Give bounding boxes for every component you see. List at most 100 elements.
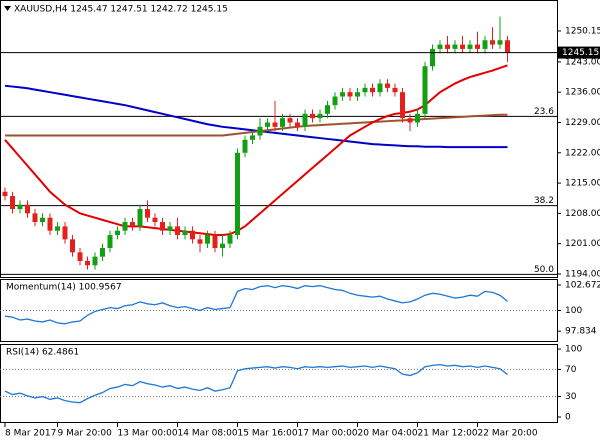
rsi-title: RSI(14) 62.4861 [6, 348, 79, 358]
candle-body [160, 222, 165, 231]
candle-body [332, 96, 338, 106]
candle-body [10, 196, 15, 210]
candle-body [242, 139, 248, 153]
candle-body [2, 191, 8, 197]
candle-body [415, 113, 420, 123]
y-tick-label: 1229.00 [565, 118, 600, 128]
candle-body [62, 226, 68, 240]
candle-body [482, 40, 488, 49]
candle-body [347, 92, 353, 97]
fib-label: 50.0 [534, 265, 554, 275]
candle-body [85, 260, 90, 266]
candle-body [17, 204, 23, 210]
candle-body [475, 44, 480, 49]
candle-body [167, 226, 173, 231]
collapse-icon [4, 6, 11, 11]
candle-body [115, 230, 120, 236]
candle-body [227, 235, 233, 244]
candle-body [460, 44, 465, 49]
candle-body [265, 122, 270, 127]
y-tick-label: 1250.15 [565, 26, 600, 36]
indicator-line [4, 285, 508, 325]
x-tick-label: 22 Mar 20:00 [478, 429, 538, 439]
candle-body [490, 40, 495, 45]
candle-body [467, 44, 473, 49]
candle-body [122, 222, 128, 231]
y-tick-label: 0 [565, 412, 571, 422]
candle-body [295, 122, 300, 127]
candle-body [25, 204, 30, 214]
candle-body [92, 256, 98, 266]
candle-body [280, 118, 285, 127]
candle-body [77, 252, 83, 261]
candle-body [70, 239, 75, 253]
candle-body [422, 66, 428, 114]
candle-body [437, 44, 443, 49]
y-tick-label: 97.834 [565, 327, 597, 337]
rsi-frame [0, 344, 558, 423]
moving-average [5, 113, 508, 137]
y-tick-label: 100 [565, 345, 582, 355]
candle-body [190, 230, 195, 240]
last-price-label: 1245.15 [562, 48, 599, 58]
candle-body [182, 230, 188, 236]
y-tick-label: 30 [565, 392, 577, 402]
x-tick-label: 17 Mar 00:00 [298, 429, 358, 439]
y-tick-label: 1243.00 [565, 57, 600, 67]
candle-body [287, 118, 293, 123]
candle-body [107, 235, 113, 249]
candle-body [340, 92, 345, 97]
main-frame [0, 0, 558, 278]
candle-body [310, 113, 315, 119]
y-tick-label: 100 [565, 306, 582, 316]
candle-body [40, 217, 45, 223]
candle-body [205, 235, 210, 244]
candle-body [257, 126, 263, 136]
candle-body [505, 40, 510, 53]
y-tick-label: 1201.00 [565, 239, 600, 249]
x-tick-label: 21 Mar 12:00 [418, 429, 478, 439]
x-tick-label: 20 Mar 04:00 [358, 429, 418, 439]
x-tick-label: 15 Mar 16:00 [238, 429, 298, 439]
y-tick-label: 1222.00 [565, 148, 600, 158]
candle-body [175, 226, 180, 236]
candle-body [130, 222, 135, 227]
candle-body [407, 118, 413, 123]
candle-body [152, 217, 158, 223]
candle-body [302, 113, 308, 127]
y-tick-label: 1194.00 [565, 269, 600, 279]
candle-body [47, 217, 53, 231]
candle-body [272, 122, 278, 127]
candle-body [317, 113, 323, 119]
candle-body [32, 213, 38, 223]
y-tick-label: 1215.00 [565, 179, 600, 189]
candle-body [497, 40, 503, 45]
indicator-line [4, 363, 508, 404]
chart-title: XAUUSD,H4 1245.47 1247.51 1242.72 1245.1… [14, 5, 228, 15]
last-price-box [558, 46, 600, 59]
candle-body [212, 235, 218, 249]
x-tick-label: 9 Mar 20:00 [58, 429, 113, 439]
candle-body [445, 44, 450, 49]
x-tick-label: 14 Mar 08:00 [178, 429, 238, 439]
candle-body [100, 248, 105, 257]
x-tick-label: 8 Mar 2017 [5, 429, 56, 439]
fib-label: 23.6 [534, 107, 554, 117]
candle-body [377, 83, 383, 93]
candle-body [197, 239, 203, 244]
x-tick-label: 13 Mar 00:00 [118, 429, 178, 439]
candle-body [430, 48, 435, 67]
moving-average [4, 64, 508, 237]
candle-body [370, 87, 375, 93]
candle-body [392, 87, 398, 93]
candle-body [137, 209, 143, 227]
candle-body [220, 243, 225, 249]
candle-body [362, 87, 368, 93]
candle-body [400, 92, 405, 119]
y-tick-label: 1208.00 [565, 209, 600, 219]
candle-body [385, 83, 390, 88]
candle-body [452, 44, 458, 49]
candle-body [235, 152, 240, 236]
candle-body [145, 209, 150, 218]
